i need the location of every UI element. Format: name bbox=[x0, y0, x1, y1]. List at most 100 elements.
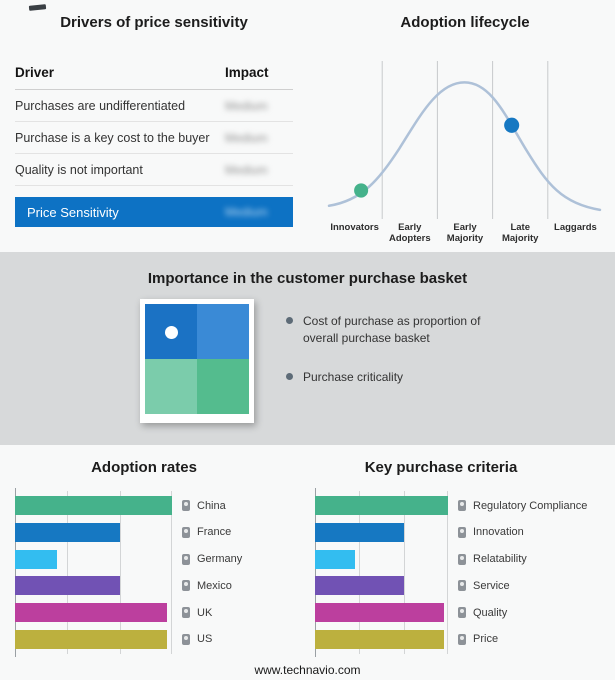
bullet-dot-icon bbox=[286, 317, 293, 324]
legend: China France Germany Mexico UK US bbox=[182, 494, 242, 651]
legend-marker-icon bbox=[182, 526, 190, 538]
matrix-quadrant-top-left bbox=[145, 304, 197, 359]
legend-marker-icon bbox=[458, 526, 466, 538]
legend-marker-icon bbox=[458, 580, 466, 592]
bar-france bbox=[15, 522, 121, 542]
driver-cell: Purchase is a key cost to the buyer bbox=[15, 130, 210, 145]
price-sensitivity-row: Price Sensitivity Medium bbox=[15, 197, 293, 227]
purchase-basket-section: Importance in the customer purchase bask… bbox=[0, 252, 615, 445]
top-section: Drivers of price sensitivity Driver Impa… bbox=[0, 0, 615, 252]
basket-title: Importance in the customer purchase bask… bbox=[147, 270, 468, 287]
y-axis-line bbox=[15, 488, 16, 657]
bar-service bbox=[315, 576, 405, 596]
gridline bbox=[403, 491, 405, 654]
legend-label: Service bbox=[473, 579, 510, 592]
bar-us bbox=[15, 629, 168, 649]
legend-label: France bbox=[197, 526, 232, 539]
lifecycle-title: Adoption lifecycle bbox=[400, 14, 530, 31]
stage-label-early-majority: Early Majority bbox=[446, 222, 484, 245]
stage-label-innovators: Innovators bbox=[330, 222, 379, 233]
stage-label-early-adopters: Early Adopters bbox=[388, 222, 431, 245]
bar-germany bbox=[15, 549, 58, 569]
legend-item: Price bbox=[458, 630, 587, 649]
bar-china bbox=[15, 496, 172, 515]
legend-label: Mexico bbox=[197, 579, 232, 592]
basket-bullet-list: Cost of purchase as proportion of overal… bbox=[286, 313, 498, 407]
purchase-basket-matrix bbox=[140, 299, 254, 423]
legend-item: Regulatory Compliance bbox=[458, 496, 587, 515]
legend-marker-icon bbox=[182, 607, 190, 619]
table-header-row: Driver Impact bbox=[15, 57, 293, 90]
bullet-item: Purchase criticality bbox=[286, 369, 498, 386]
driver-column-header: Driver bbox=[15, 65, 55, 80]
table-row: Quality is not important Medium bbox=[15, 154, 293, 186]
drivers-panel: Drivers of price sensitivity Driver Impa… bbox=[0, 0, 309, 252]
legend-label: Quality bbox=[473, 606, 508, 619]
driver-cell: Purchases are undifferentiated bbox=[15, 98, 186, 113]
drivers-title: Drivers of price sensitivity bbox=[60, 14, 248, 31]
gridline bbox=[67, 491, 69, 654]
lifecycle-panel: Adoption lifecycle Innovators Early Adop… bbox=[309, 0, 615, 252]
price-sensitivity-impact-redacted: Medium bbox=[225, 205, 268, 219]
stage-label-late-majority: Late Majority bbox=[501, 222, 539, 245]
matrix-quadrant-top-right bbox=[197, 304, 249, 359]
bar-price bbox=[315, 629, 444, 649]
legend-item: Quality bbox=[458, 603, 587, 622]
legend-label: Germany bbox=[197, 553, 243, 566]
legend-label: Price bbox=[473, 633, 499, 646]
table-row: Purchase is a key cost to the buyer Medi… bbox=[15, 122, 293, 154]
matrix-quadrant-bottom-left bbox=[145, 359, 197, 414]
gridline bbox=[171, 491, 172, 654]
adoption-lifecycle-chart: Innovators Early Adopters Early Majority… bbox=[327, 61, 603, 245]
legend-marker-icon bbox=[182, 633, 190, 645]
impact-cell-redacted: Medium bbox=[225, 162, 268, 177]
y-axis-line bbox=[315, 488, 316, 657]
chart-body: China France Germany Mexico UK US bbox=[15, 488, 307, 657]
plot-area bbox=[15, 488, 172, 657]
bullet-item: Cost of purchase as proportion of overal… bbox=[286, 313, 498, 347]
legend-label: Regulatory Compliance bbox=[473, 499, 588, 512]
matrix-quadrant-bottom-right bbox=[197, 359, 249, 414]
legend-item: US bbox=[182, 630, 242, 649]
late-majority-marker-dot bbox=[504, 117, 520, 133]
bell-curve bbox=[327, 81, 602, 212]
legend-marker-icon bbox=[182, 580, 190, 592]
footer-url: www.technavio.com bbox=[254, 663, 361, 677]
bar-relatability bbox=[315, 549, 355, 569]
legend-label: UK bbox=[197, 606, 213, 619]
stage-labels: Innovators Early Adopters Early Majority… bbox=[327, 222, 603, 245]
bars bbox=[315, 496, 448, 649]
impact-cell-redacted: Medium bbox=[225, 130, 268, 145]
legend-item: Innovation bbox=[458, 523, 587, 542]
price-sensitivity-label: Price Sensitivity bbox=[27, 204, 119, 220]
early-stage-marker-dot bbox=[354, 183, 369, 198]
drivers-table: Driver Impact Purchases are undifferenti… bbox=[15, 57, 293, 227]
table-row: Purchases are undifferentiated Medium bbox=[15, 90, 293, 122]
legend-marker-icon bbox=[458, 553, 466, 565]
bar-regulatory-compliance bbox=[315, 496, 448, 515]
basket-content: Cost of purchase as proportion of overal… bbox=[0, 299, 615, 423]
bullet-text: Purchase criticality bbox=[303, 369, 404, 384]
legend-label: Innovation bbox=[473, 526, 524, 539]
legend: Regulatory Compliance Innovation Relatabil… bbox=[458, 494, 587, 651]
legend-marker-icon bbox=[182, 553, 190, 565]
chart-title: Adoption rates bbox=[91, 459, 197, 476]
legend-label: US bbox=[197, 633, 213, 646]
legend-label: Relatability bbox=[473, 553, 527, 566]
bell-curve-svg bbox=[327, 61, 602, 219]
bars bbox=[15, 496, 172, 649]
chart-title: Key purchase criteria bbox=[364, 459, 518, 476]
legend-marker-icon bbox=[182, 500, 190, 511]
bullet-text: Cost of purchase as proportion of overal… bbox=[303, 314, 481, 345]
bar-innovation bbox=[315, 522, 405, 542]
legend-item: Service bbox=[458, 576, 587, 595]
legend-item: France bbox=[182, 523, 242, 542]
matrix-position-dot bbox=[164, 326, 178, 339]
bar-mexico bbox=[15, 576, 121, 596]
key-purchase-criteria-chart: Key purchase criteria Regulatory Complia… bbox=[307, 459, 605, 657]
bullet-dot-icon bbox=[286, 372, 293, 380]
legend-item: UK bbox=[182, 603, 242, 622]
bottom-section: Adoption rates China France Germany Mexico U… bbox=[0, 445, 615, 657]
plot-area bbox=[315, 488, 448, 657]
